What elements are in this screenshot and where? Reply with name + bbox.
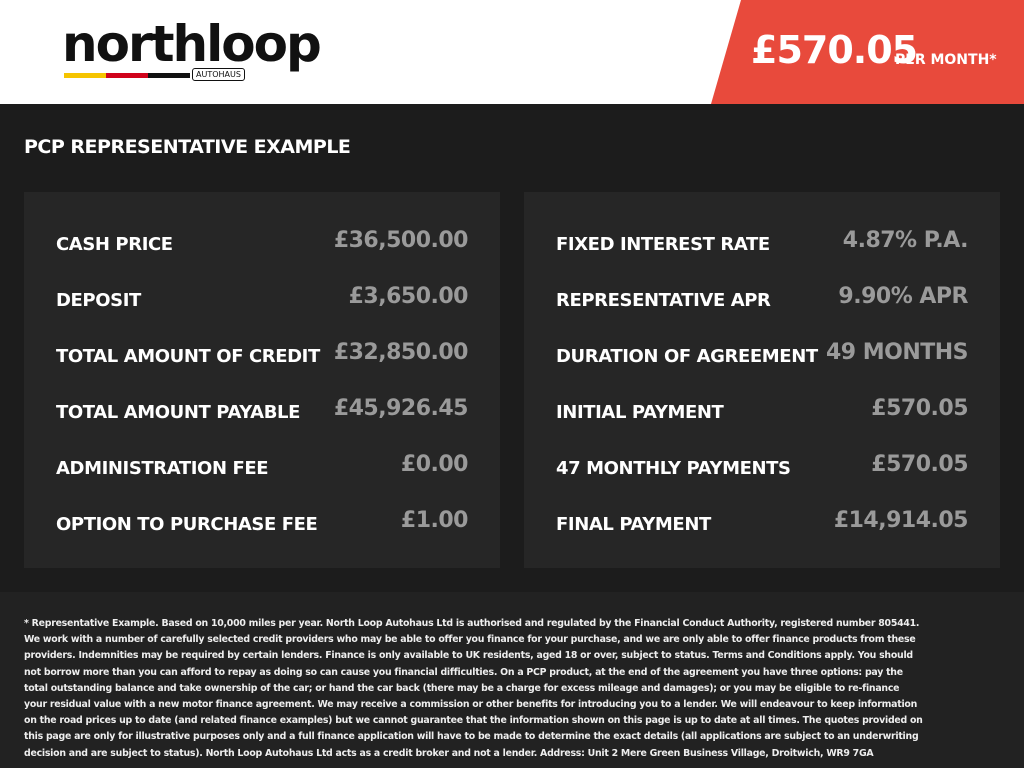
row-value: 49 MONTHS [825,340,969,365]
finance-panel: CASH PRICE £36,500.00 DEPOSIT £3,650.00 TOTA… [24,192,500,568]
finance-row: INITIAL PAYMENT £570.05 [556,396,968,426]
section-title: PCP REPRESENTATIVE EXAMPLE [24,136,351,158]
logo-subtitle: AUTOHAUS [192,68,245,81]
row-value: £36,500.00 [333,228,469,253]
row-label: INITIAL PAYMENT [556,402,724,423]
row-value: £3,650.00 [348,284,469,309]
finance-row: 47 MONTHLY PAYMENTS £570.05 [556,452,968,482]
logo-stripe [148,73,190,78]
finance-row: FIXED INTEREST RATE 4.87% P.A. [556,228,969,258]
disclaimer: * Representative Example. Based on 10,00… [24,618,923,759]
price-banner: £570.05 PER MONTH* [711,0,1024,104]
price-suffix: PER MONTH* [895,52,997,68]
row-label: TOTAL AMOUNT OF CREDIT [56,346,320,367]
row-label: FIXED INTEREST RATE [556,234,770,255]
row-value: £32,850.00 [333,340,469,365]
row-label: CASH PRICE [56,234,173,255]
finance-row: FINAL PAYMENT £14,914.05 [556,508,969,538]
finance-row: TOTAL AMOUNT PAYABLE £45,926.45 [56,396,469,426]
finance-row: ADMINISTRATION FEE £0.00 [56,452,469,482]
row-value: £570.05 [871,396,968,421]
finance-row: DURATION OF AGREEMENT 49 MONTHS [556,340,969,370]
row-value: £570.05 [871,452,968,477]
row-label: OPTION TO PURCHASE FEE [56,514,318,535]
row-label: FINAL PAYMENT [556,514,711,535]
finance-row: DEPOSIT £3,650.00 [56,284,469,314]
row-value: £14,914.05 [833,508,969,533]
row-label: TOTAL AMOUNT PAYABLE [56,402,300,423]
finance-row: TOTAL AMOUNT OF CREDIT £32,850.00 [56,340,469,370]
monthly-price: £570.05 [751,28,918,72]
finance-panel: FIXED INTEREST RATE 4.87% P.A. REPRESENTAT… [524,192,1000,568]
row-label: REPRESENTATIVE APR [556,290,771,311]
row-value: £1.00 [400,508,469,533]
row-label: 47 MONTHLY PAYMENTS [556,458,791,479]
row-value: £45,926.45 [333,396,469,421]
row-label: ADMINISTRATION FEE [56,458,269,479]
logo-stripe [106,73,148,78]
row-value: £0.00 [400,452,469,477]
finance-row: REPRESENTATIVE APR 9.90% APR [556,284,968,314]
logo-stripe [64,73,106,78]
row-label: DEPOSIT [56,290,141,311]
row-value: 9.90% APR [838,284,968,309]
finance-row: OPTION TO PURCHASE FEE £1.00 [56,508,469,538]
row-value: 4.87% P.A. [842,228,969,253]
footer: * Representative Example. Based on 10,00… [0,592,1024,768]
logo: northloop [62,15,322,73]
finance-row: CASH PRICE £36,500.00 [56,228,469,258]
row-label: DURATION OF AGREEMENT [556,346,818,367]
header: northloop AUTOHAUS £570.05 PER MONTH* [0,0,1024,104]
